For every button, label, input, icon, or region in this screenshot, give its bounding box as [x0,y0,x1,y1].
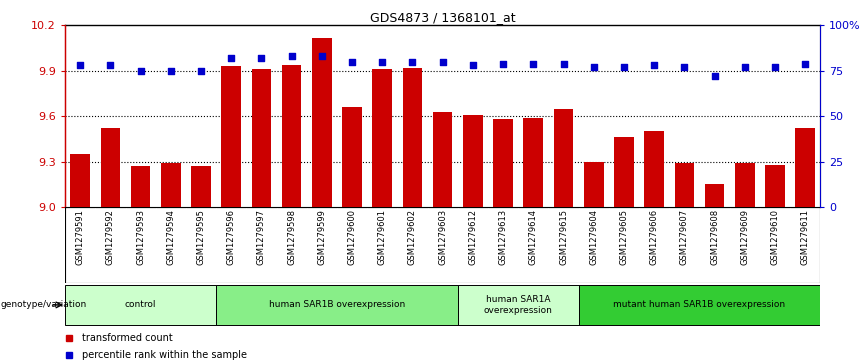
Bar [735,163,754,207]
Text: GSM1279599: GSM1279599 [318,209,326,265]
Text: GSM1279592: GSM1279592 [106,209,115,265]
Bar [795,128,815,207]
Text: GSM1279597: GSM1279597 [257,209,266,265]
Text: GSM1279612: GSM1279612 [469,209,477,265]
Point [768,64,782,70]
Point [738,64,752,70]
Bar [65,285,216,325]
Text: GSM1279605: GSM1279605 [620,209,628,265]
Bar [131,166,150,207]
Bar [523,118,543,207]
Text: GSM1279609: GSM1279609 [740,209,749,265]
Text: GSM1279604: GSM1279604 [589,209,598,265]
Point [224,55,238,61]
Text: transformed count: transformed count [82,334,174,343]
Text: GSM1279593: GSM1279593 [136,209,145,265]
Text: GSM1279601: GSM1279601 [378,209,387,265]
Title: GDS4873 / 1368101_at: GDS4873 / 1368101_at [370,11,516,24]
Bar [463,115,483,207]
Bar [101,128,121,207]
Bar [216,285,457,325]
Text: GSM1279596: GSM1279596 [227,209,236,265]
Point [103,62,117,68]
Point [707,73,721,79]
Text: GSM1279598: GSM1279598 [287,209,296,265]
Point [648,62,661,68]
Bar [433,111,452,207]
Point [677,64,691,70]
Bar [282,65,301,207]
Point [617,64,631,70]
Bar [705,184,725,207]
Bar [221,66,241,207]
Point [526,61,540,66]
Point [375,59,389,65]
Bar [403,68,423,207]
Bar [161,163,181,207]
Point [799,61,812,66]
Text: GSM1279591: GSM1279591 [76,209,85,265]
Text: GSM1279595: GSM1279595 [196,209,206,265]
Point [73,62,87,68]
Text: GSM1279607: GSM1279607 [680,209,689,265]
Bar [252,69,272,207]
Bar [674,163,694,207]
Bar [614,137,634,207]
Text: percentile rank within the sample: percentile rank within the sample [82,350,247,360]
Text: GSM1279602: GSM1279602 [408,209,417,265]
Bar [70,154,90,207]
Text: GSM1279606: GSM1279606 [649,209,659,265]
Text: GSM1279613: GSM1279613 [498,209,508,265]
Bar [342,107,362,207]
Bar [579,285,820,325]
Text: GSM1279603: GSM1279603 [438,209,447,265]
Point [285,53,299,59]
Point [436,59,450,65]
Point [254,55,268,61]
Point [164,68,178,74]
Text: control: control [125,301,156,309]
Bar [644,131,664,207]
Text: mutant human SAR1B overexpression: mutant human SAR1B overexpression [614,301,786,309]
Point [134,68,148,74]
Point [496,61,510,66]
Point [315,53,329,59]
Point [194,68,208,74]
Text: human SAR1B overexpression: human SAR1B overexpression [269,301,405,309]
Point [466,62,480,68]
Text: GSM1279614: GSM1279614 [529,209,538,265]
Point [587,64,601,70]
Bar [312,37,332,207]
Bar [493,119,513,207]
Text: GSM1279600: GSM1279600 [347,209,357,265]
Point [345,59,359,65]
Text: GSM1279615: GSM1279615 [559,209,568,265]
Bar [584,162,603,207]
Text: human SAR1A
overexpression: human SAR1A overexpression [483,295,553,315]
Text: GSM1279611: GSM1279611 [800,209,810,265]
Text: GSM1279610: GSM1279610 [771,209,779,265]
Bar [457,285,579,325]
Text: GSM1279594: GSM1279594 [167,209,175,265]
Text: GSM1279608: GSM1279608 [710,209,719,265]
Text: genotype/variation: genotype/variation [1,301,87,309]
Bar [191,166,211,207]
Bar [372,69,392,207]
Point [556,61,570,66]
Bar [765,164,785,207]
Point [405,59,419,65]
Bar [554,109,574,207]
